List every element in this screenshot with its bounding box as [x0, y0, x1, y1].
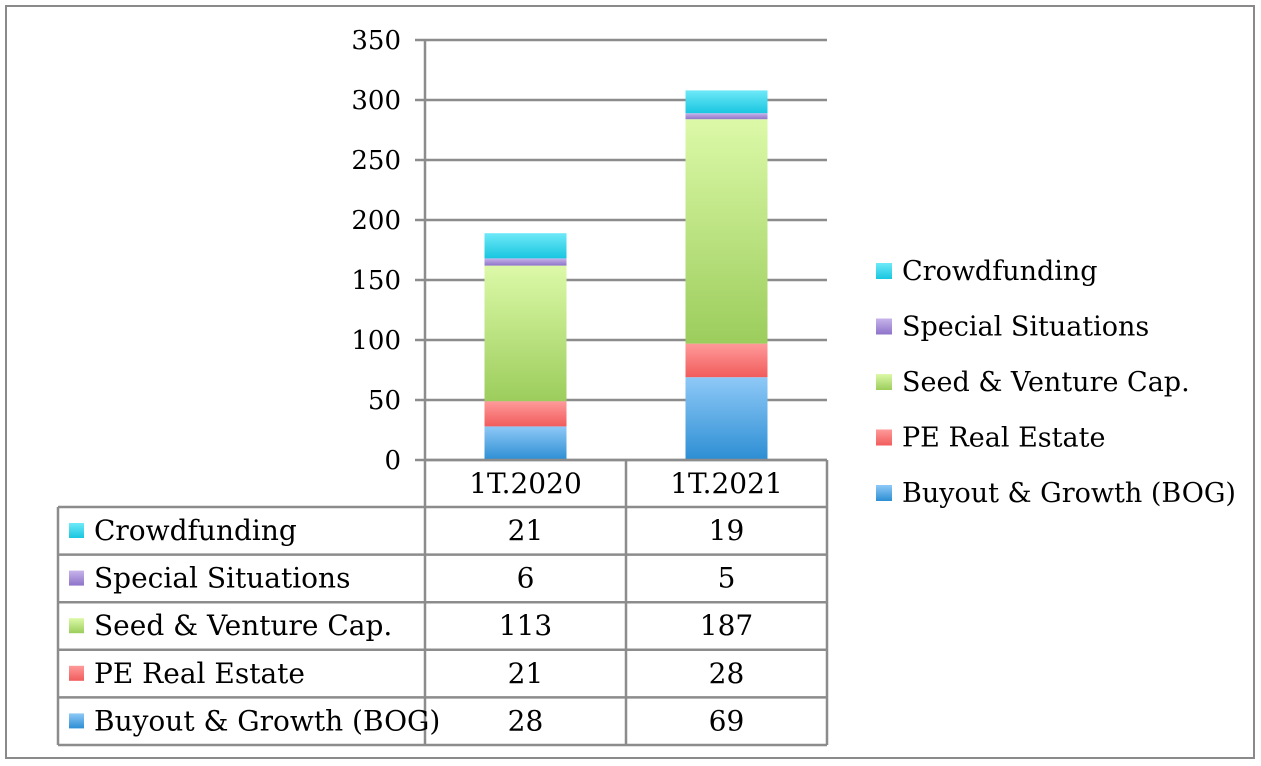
- bar-segment: [484, 233, 567, 259]
- table-cell-value: 113: [499, 609, 552, 642]
- y-tick-label: 350: [351, 26, 401, 56]
- legend-label: Crowdfunding: [902, 256, 1098, 287]
- table-cell-value: 21: [508, 514, 544, 547]
- table-row-label: Seed & Venture Cap.: [94, 609, 392, 642]
- table-legend-marker: [69, 523, 84, 538]
- bar-segment: [685, 377, 768, 460]
- legend-label: Buyout & Growth (BOG): [902, 478, 1236, 509]
- legend-marker: [876, 485, 892, 501]
- y-tick-label: 300: [351, 86, 401, 116]
- table-legend-marker: [69, 570, 84, 586]
- x-category-label: 1T.2021: [670, 467, 783, 500]
- legend: Crowdfunding Special Situations Seed & Ven…: [876, 256, 1236, 509]
- legend-marker: [876, 263, 892, 279]
- bar-segment: [484, 258, 567, 266]
- table-cell-value: 6: [517, 562, 535, 595]
- bar-segment: [685, 113, 768, 120]
- chart-frame: [5, 5, 1255, 759]
- table-row-label: PE Real Estate: [94, 657, 305, 690]
- table-cell-value: 5: [718, 562, 736, 595]
- table-row-label: Special Situations: [94, 562, 350, 595]
- table-row-label: Buyout & Growth (BOG): [94, 704, 440, 737]
- legend-marker: [876, 318, 892, 335]
- y-axis-ticks: 0 50 100 150 200 250 300 350: [351, 26, 401, 476]
- table-cell-value: 19: [709, 514, 745, 547]
- y-tick-label: 150: [351, 266, 401, 296]
- legend-label: Special Situations: [902, 312, 1149, 343]
- table-cell-value: 28: [709, 657, 745, 690]
- bars: [484, 90, 768, 460]
- table-cell-value: 21: [508, 657, 544, 690]
- data-table: 1T.2020 1T.2021 Crowdfunding 21 19 Special Si…: [56, 458, 829, 747]
- legend-marker: [876, 374, 892, 390]
- y-tick-label: 250: [351, 146, 401, 176]
- table-row-label: Crowdfunding: [94, 514, 297, 547]
- y-tick-label: 0: [384, 446, 401, 476]
- bar-segment: [685, 90, 768, 114]
- table-legend-marker: [69, 665, 84, 681]
- table-cell-value: 69: [709, 704, 745, 737]
- x-category-label: 1T.2020: [469, 467, 582, 500]
- legend-marker: [876, 429, 892, 446]
- y-tick-label: 100: [351, 326, 401, 356]
- bar-segment: [484, 426, 567, 460]
- y-tick-label: 50: [368, 386, 401, 416]
- table-cell-value: 187: [700, 609, 753, 642]
- bar-segment: [484, 401, 567, 427]
- table-legend-marker: [69, 618, 84, 634]
- bar-segment: [685, 343, 768, 378]
- legend-label: Seed & Venture Cap.: [902, 367, 1190, 398]
- table-cell-value: 28: [508, 704, 544, 737]
- bar-segment: [484, 265, 567, 402]
- y-tick-label: 200: [351, 206, 401, 236]
- table-legend-marker: [69, 713, 84, 729]
- bar-segment: [685, 119, 768, 344]
- legend-label: PE Real Estate: [902, 423, 1105, 454]
